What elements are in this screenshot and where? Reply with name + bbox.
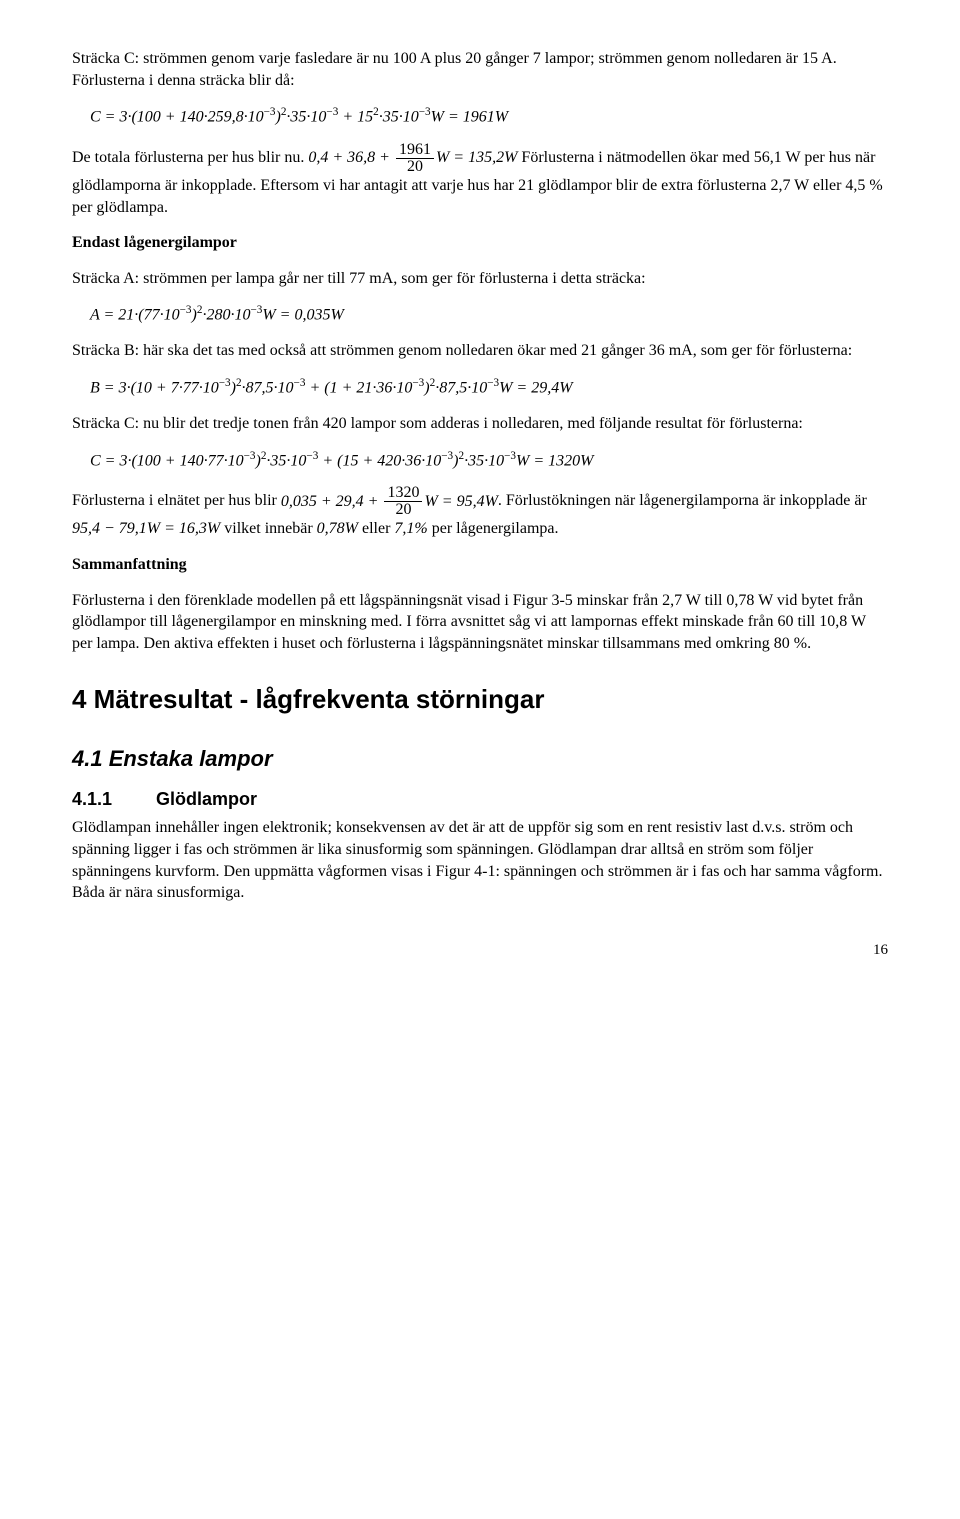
paragraph: Glödlampan innehåller ingen elektronik; … <box>72 817 888 903</box>
paragraph: Förlusterna i elnätet per hus blir 0,035… <box>72 485 888 540</box>
equation-a: A = 21·(77·10−3)2·280·10−3W = 0,035W <box>90 303 888 326</box>
equation-c1: C = 3·(100 + 140·259,8·10−3)2·35·10−3 + … <box>90 105 888 128</box>
subsection-4-1-title: 4.1 Enstaka lampor <box>72 744 888 774</box>
paragraph: Sträcka C: strömmen genom varje fasledar… <box>72 48 888 91</box>
equation-b: B = 3·(10 + 7·77·10−3)2·87,5·10−3 + (1 +… <box>90 376 888 399</box>
subsubsection-4-1-1-title: 4.1.1Glödlampor <box>72 787 888 811</box>
section-4-title: 4 Mätresultat - lågfrekventa störningar <box>72 682 888 717</box>
paragraph: De totala förlusterna per hus blir nu. 0… <box>72 142 888 218</box>
paragraph: Sträcka C: nu blir det tredje tonen från… <box>72 413 888 435</box>
heading-sammanfattning: Sammanfattning <box>72 554 888 576</box>
paragraph: Förlusterna i den förenklade modellen på… <box>72 590 888 655</box>
paragraph: Sträcka B: här ska det tas med också att… <box>72 340 888 362</box>
equation-c2: C = 3·(100 + 140·77·10−3)2·35·10−3 + (15… <box>90 449 888 472</box>
page-number: 16 <box>72 940 888 960</box>
heading-endast: Endast lågenergilampor <box>72 232 888 254</box>
paragraph: Sträcka A: strömmen per lampa går ner ti… <box>72 268 888 290</box>
